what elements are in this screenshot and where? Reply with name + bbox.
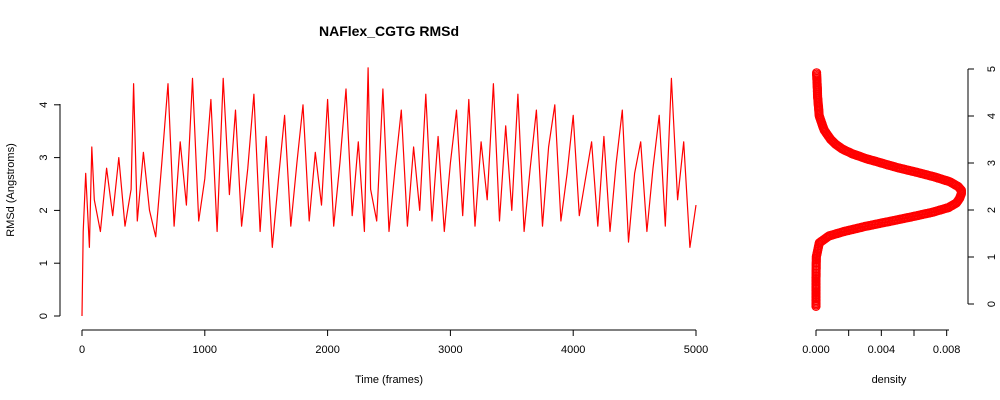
density-y-tick-label: 3 — [986, 160, 998, 166]
x-tick-label: 4000 — [561, 344, 585, 356]
x-tick-label: 0 — [79, 344, 85, 356]
rmsd-series-line — [81, 67, 697, 317]
density-y-tick-label: 1 — [986, 254, 998, 260]
y-tick-label: 0 — [38, 313, 50, 319]
chart-title: NAFlex_CGTG RMSd — [319, 23, 459, 39]
y-tick-label: 4 — [38, 102, 50, 108]
x-axis-label: Time (frames) — [355, 374, 423, 386]
time-series-panel: NAFlex_CGTG RMSd 0 1000 2000 3000 4000 5000 0… — [5, 23, 708, 386]
x-tick-label: 5000 — [684, 344, 708, 356]
density-x-tick-label: 0.004 — [868, 344, 896, 356]
x-axis-ticks: 0 1000 2000 3000 4000 5000 — [79, 330, 708, 356]
y-axis-label: RMSd (Angstroms) — [5, 143, 17, 237]
y-tick-label: 2 — [38, 207, 50, 213]
density-x-tick-label: 0.000 — [802, 344, 830, 356]
density-panel: 0.000 0.004 0.008 0 1 2 3 4 5 density — [802, 66, 998, 386]
density-y-tick-label: 5 — [986, 66, 998, 72]
density-x-axis-label: density — [872, 374, 907, 386]
y-axis-ticks: 0 1 2 3 4 — [38, 102, 60, 319]
density-x-tick-label: 0.008 — [933, 344, 961, 356]
density-x-axis-ticks: 0.000 0.004 0.008 — [802, 330, 960, 356]
x-tick-label: 2000 — [315, 344, 339, 356]
density-point — [811, 68, 822, 78]
density-y-tick-label: 2 — [986, 207, 998, 213]
density-y-axis-ticks: 0 1 2 3 4 5 — [968, 66, 998, 307]
x-tick-label: 3000 — [438, 344, 462, 356]
y-tick-label: 1 — [38, 260, 50, 266]
density-y-tick-label: 4 — [986, 113, 998, 119]
density-curve — [811, 68, 967, 311]
density-y-tick-label: 0 — [986, 301, 998, 307]
y-tick-label: 3 — [38, 155, 50, 161]
x-tick-label: 1000 — [193, 344, 217, 356]
